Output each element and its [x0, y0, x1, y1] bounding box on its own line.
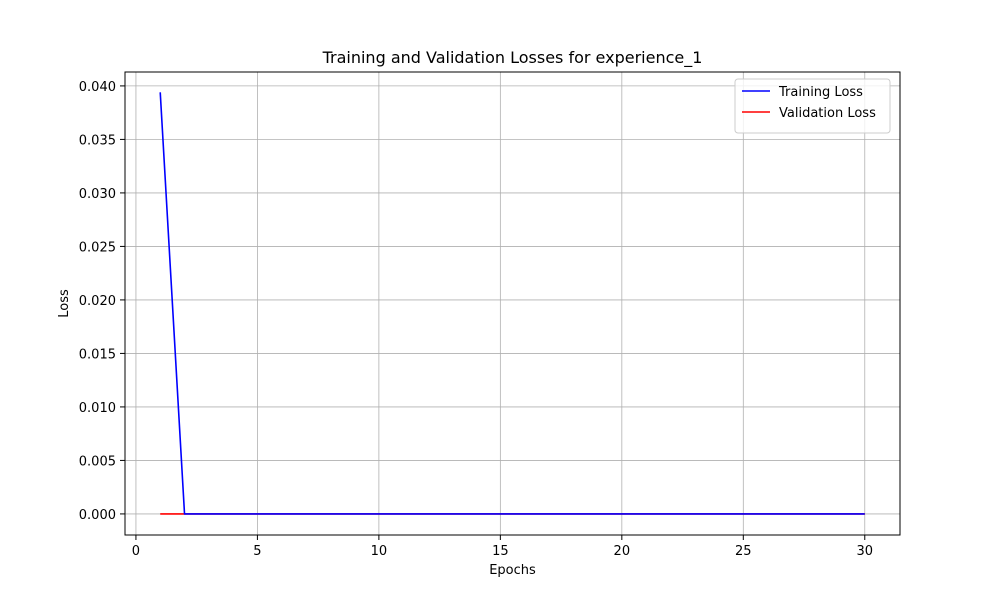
y-tick-label: 0.040 — [79, 80, 116, 95]
training-loss-line — [159, 92, 865, 515]
x-tick-label: 0 — [132, 544, 140, 559]
x-tick-label: 5 — [253, 544, 261, 559]
y-tick-label: 0.020 — [79, 294, 116, 309]
legend-label-training-loss: Training Loss — [778, 85, 863, 100]
x-axis-label: Epochs — [489, 563, 536, 578]
y-tick-label: 0.035 — [79, 133, 116, 148]
chart-title: Training and Validation Losses for exper… — [322, 48, 703, 68]
y-axis-label: Loss — [57, 289, 72, 318]
plot-area-frame — [124, 71, 901, 536]
legend-label-validation-loss: Validation Loss — [779, 106, 876, 121]
y-axis-ticks: 0.000 0.005 0.010 0.015 0.020 0.025 0.030 0.035… — [79, 80, 125, 523]
y-tick-label: 0.030 — [79, 187, 116, 202]
legend: Training Loss Validation Loss — [734, 78, 891, 134]
y-tick-label: 0.015 — [79, 347, 116, 362]
y-tick-label: 0.025 — [79, 240, 116, 255]
y-tick-label: 0.000 — [79, 508, 116, 523]
x-tick-label: 15 — [492, 544, 509, 559]
series-lines — [159, 92, 865, 515]
x-tick-label: 20 — [614, 544, 631, 559]
y-tick-label: 0.005 — [79, 454, 116, 469]
x-tick-label: 30 — [856, 544, 873, 559]
y-tick-label: 0.010 — [79, 401, 116, 416]
x-tick-label: 25 — [735, 544, 752, 559]
x-tick-label: 10 — [371, 544, 388, 559]
legend-box — [734, 78, 891, 134]
x-axis-ticks: 0 5 10 15 20 25 30 — [132, 535, 873, 559]
